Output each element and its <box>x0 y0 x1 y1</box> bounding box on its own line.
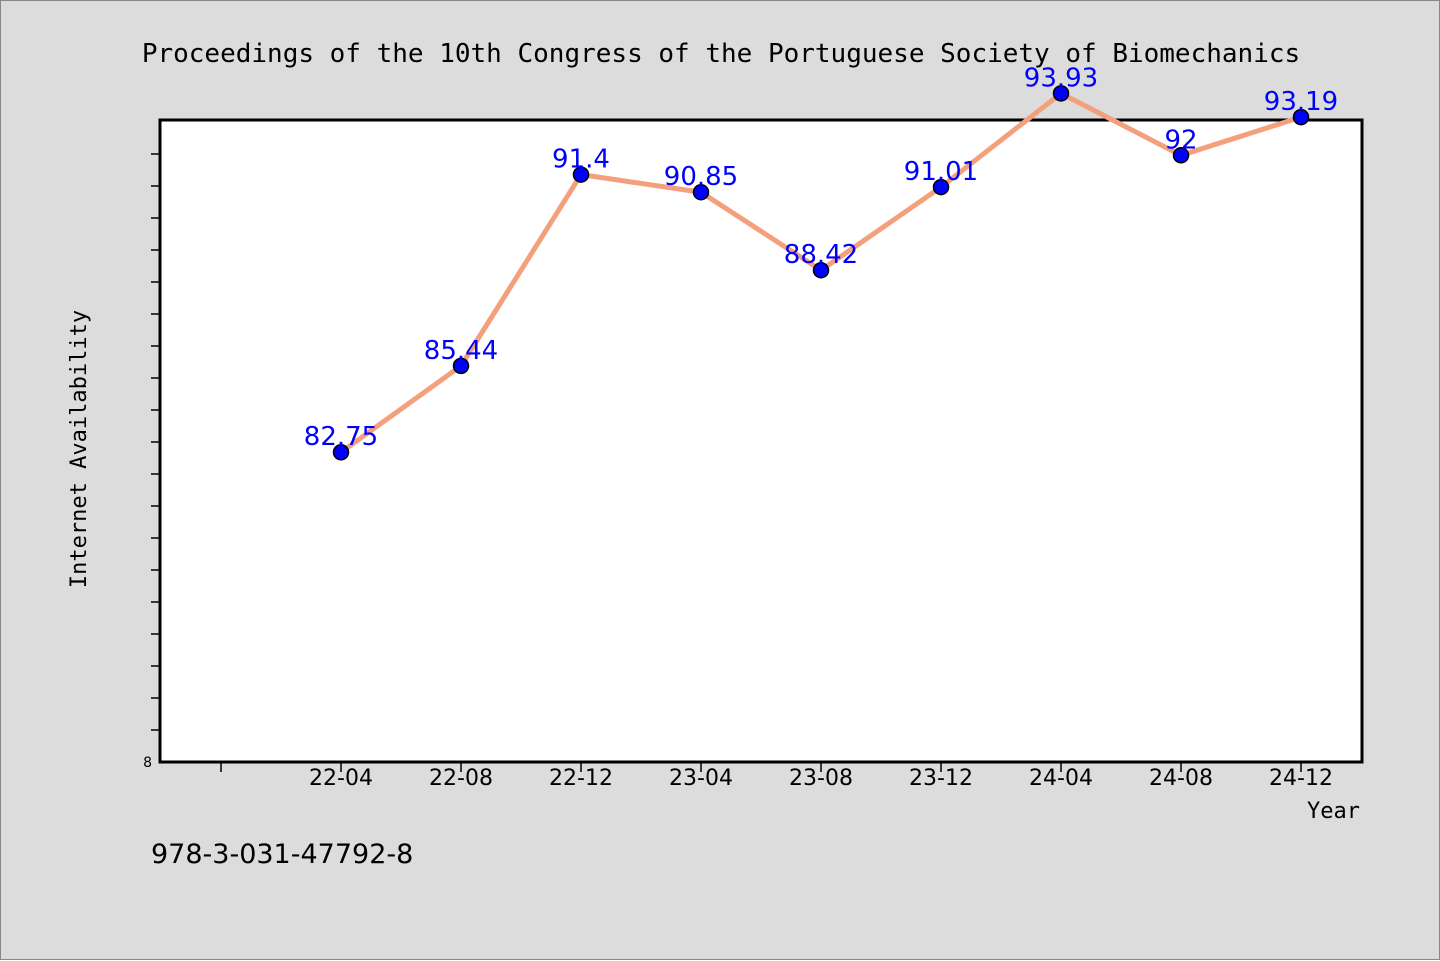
data-label: 93.93 <box>1024 63 1098 93</box>
data-point <box>572 166 590 183</box>
data-label: 82.75 <box>304 422 378 452</box>
data-markers <box>332 85 1310 461</box>
chart-title: Proceedings of the 10th Congress of the … <box>142 39 1300 69</box>
x-tick-label: 22-04 <box>309 766 373 791</box>
y-axis-ticks <box>151 153 160 731</box>
x-tick-label: 24-08 <box>1149 766 1213 791</box>
data-label: 93.19 <box>1264 87 1338 117</box>
data-point <box>452 357 470 375</box>
x-tick-label: 24-04 <box>1029 766 1093 791</box>
data-point <box>1172 147 1190 164</box>
x-axis-label: Year <box>1307 799 1360 824</box>
data-label: 90.85 <box>664 162 738 192</box>
isbn-text: 978-3-031-47792-8 <box>151 839 413 870</box>
data-label: 88.42 <box>784 240 858 270</box>
data-label: 85.44 <box>424 336 498 366</box>
data-point <box>812 261 830 279</box>
x-tick-label: 22-08 <box>429 766 493 791</box>
data-point <box>332 443 350 461</box>
data-point <box>692 183 710 201</box>
x-tick-label: 23-08 <box>789 766 853 791</box>
data-label: 92 <box>1164 125 1197 155</box>
x-tick-label: 22-12 <box>549 766 613 791</box>
data-point <box>1052 85 1070 102</box>
data-point <box>1292 108 1310 126</box>
data-label: 91.01 <box>904 157 978 187</box>
data-labels: 82.75 85.44 91.4 90.85 88.42 91.01 93.93 92 93.1… <box>304 63 1338 452</box>
x-axis-ticks: 22-04 22-08 22-12 23-04 23-08 23-12 24-04 24-08… <box>220 762 1333 791</box>
x-tick-label: 24-12 <box>1269 766 1333 791</box>
x-tick-label: 23-04 <box>669 766 733 791</box>
y-tick-label: 8 <box>143 755 152 771</box>
data-point <box>932 178 950 196</box>
x-tick-label: 23-12 <box>909 766 973 791</box>
y-axis-label: Internet Availability <box>67 310 92 588</box>
data-label: 91.4 <box>552 145 610 175</box>
